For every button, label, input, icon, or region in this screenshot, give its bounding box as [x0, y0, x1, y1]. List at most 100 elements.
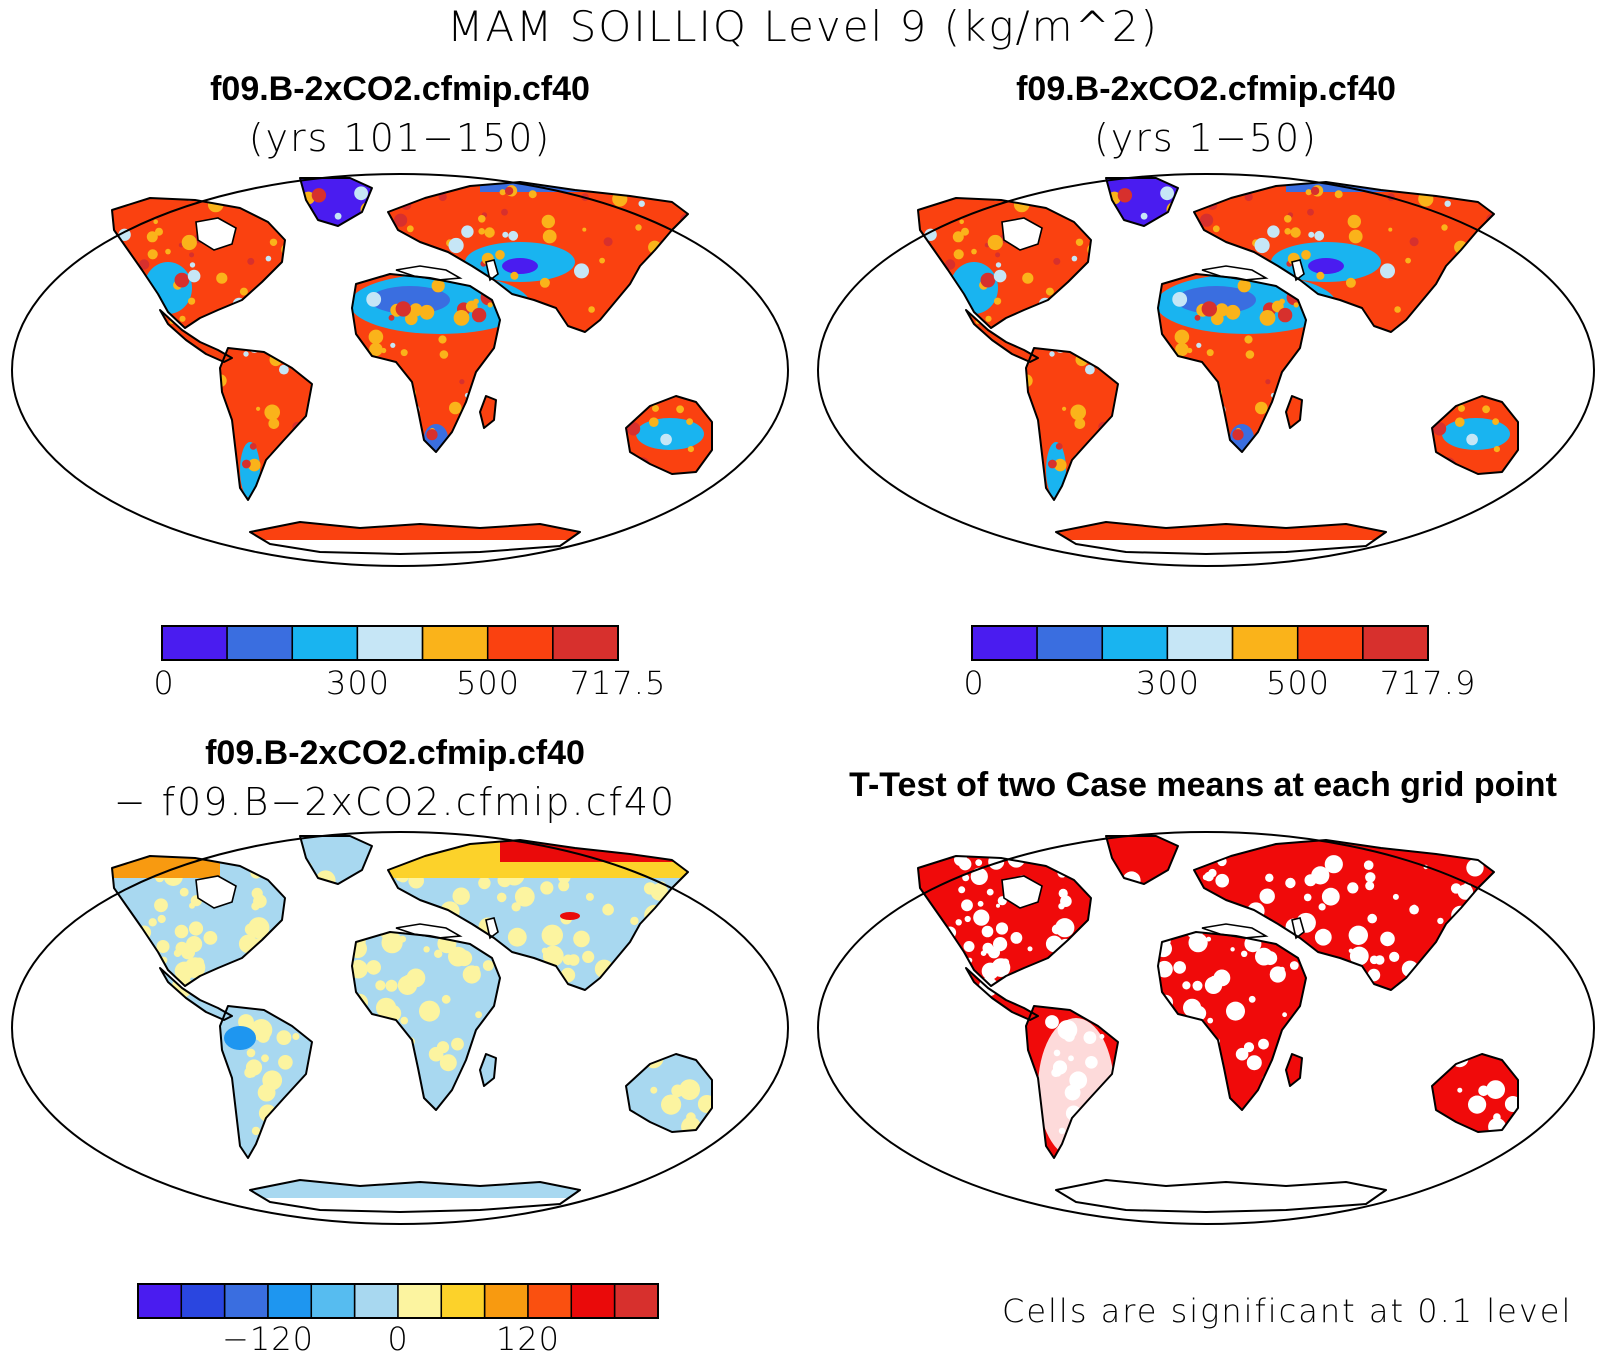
field-not-significant	[1213, 1084, 1225, 1095]
field-speckle	[669, 935, 690, 957]
field-speckle	[1206, 349, 1214, 357]
field-speckle	[1129, 259, 1136, 266]
field-speckle	[228, 340, 233, 346]
colorbar-swatch	[1036, 625, 1103, 661]
field-dry-region	[502, 258, 538, 274]
field-speckle	[159, 1003, 170, 1014]
field-speckle	[161, 1115, 182, 1136]
colorbar-bottom-left	[137, 1283, 659, 1319]
field-speckle	[630, 916, 639, 926]
field-speckle	[448, 1119, 456, 1127]
field-not-significant	[955, 919, 962, 926]
field-speckle	[1402, 365, 1407, 371]
colorbar-top-left	[161, 625, 619, 661]
field-speckle	[156, 1031, 179, 1054]
field-speckle	[355, 217, 368, 230]
field-speckle	[288, 921, 303, 936]
field-speckle	[258, 1104, 277, 1122]
field-speckle	[1497, 185, 1510, 198]
field-speckle	[1499, 473, 1505, 478]
field-speckle	[441, 994, 451, 1004]
field-not-significant	[1340, 1018, 1361, 1039]
field-not-significant	[1401, 960, 1419, 978]
field-speckle	[390, 1063, 401, 1074]
field-not-significant	[1421, 1113, 1437, 1130]
field-speckle	[313, 283, 329, 300]
field-speckle	[539, 277, 550, 288]
field-speckle	[553, 1077, 568, 1092]
field-speckle	[187, 269, 201, 283]
coastline-madagascar	[479, 395, 497, 429]
field-speckle	[422, 459, 431, 468]
field-not-significant	[1358, 1092, 1375, 1109]
field-speckle	[362, 377, 377, 392]
field-speckle	[344, 1098, 352, 1106]
field-not-significant	[1115, 917, 1131, 934]
field-speckle	[609, 461, 620, 472]
field-speckle	[1505, 308, 1517, 320]
field-speckle	[377, 1118, 395, 1136]
field-speckle	[660, 433, 672, 446]
field-speckle	[269, 238, 278, 246]
field-not-significant	[1299, 1127, 1305, 1133]
colorbar-swatch	[971, 625, 1038, 661]
field-not-significant	[922, 906, 932, 916]
field-not-significant	[1038, 1018, 1114, 1158]
field-speckle	[394, 471, 400, 477]
field-speckle	[1349, 453, 1364, 468]
field-speckle	[1454, 240, 1468, 254]
field-speckle	[1119, 283, 1135, 300]
field-speckle	[613, 441, 627, 455]
field-speckle	[1156, 252, 1162, 257]
panel-title-top-left: f09.B-2xCO2.cfmip.cf40	[210, 70, 590, 108]
field-speckle	[276, 1030, 292, 1045]
field-speckle	[1267, 225, 1280, 238]
field-speckle	[1487, 334, 1496, 344]
colorbar-swatch	[226, 625, 293, 661]
colorbar-tick-label: 717.5	[569, 664, 667, 702]
field-not-significant	[1259, 888, 1275, 904]
field-not-significant	[1170, 874, 1191, 894]
field-not-significant	[1308, 1106, 1316, 1114]
field-speckle	[689, 289, 705, 304]
field-not-significant	[1469, 921, 1486, 938]
field-speckle	[1094, 448, 1104, 458]
field-speckle	[366, 292, 382, 307]
field-not-significant	[922, 1085, 928, 1090]
field-speckle	[705, 858, 712, 866]
field-speckle	[492, 1126, 500, 1134]
field-speckle	[1497, 211, 1502, 217]
field-speckle	[501, 440, 508, 447]
field-speckle	[426, 429, 438, 441]
field-negative-anomaly	[224, 1026, 256, 1050]
field-speckle	[1116, 387, 1131, 401]
field-speckle	[148, 918, 157, 927]
field-speckle	[134, 958, 148, 972]
field-speckle	[552, 1112, 570, 1130]
field-speckle	[686, 1112, 696, 1122]
field-speckle	[487, 302, 493, 308]
field-speckle	[587, 396, 604, 413]
coastline-greenland	[299, 177, 373, 227]
field-speckle	[245, 1059, 263, 1076]
field-speckle	[995, 252, 1001, 258]
field-not-significant	[1445, 953, 1453, 962]
field-speckle	[1201, 257, 1212, 268]
field-not-significant	[1289, 961, 1299, 970]
field-speckle	[400, 349, 408, 357]
field-speckle	[475, 1011, 482, 1019]
field-speckle	[471, 307, 487, 323]
field-speckle	[334, 212, 342, 220]
field-not-significant	[1011, 1082, 1025, 1096]
field-speckle	[600, 400, 611, 411]
field-speckle	[322, 1091, 337, 1106]
field-not-significant	[1333, 1074, 1350, 1090]
field-speckle	[253, 967, 268, 982]
field-speckle	[248, 458, 261, 472]
field-speckle	[478, 228, 486, 235]
field-not-significant	[1415, 1129, 1426, 1140]
field-not-significant	[969, 1067, 977, 1074]
field-speckle	[938, 303, 951, 316]
field-speckle	[594, 959, 614, 979]
field-speckle	[1455, 417, 1465, 427]
